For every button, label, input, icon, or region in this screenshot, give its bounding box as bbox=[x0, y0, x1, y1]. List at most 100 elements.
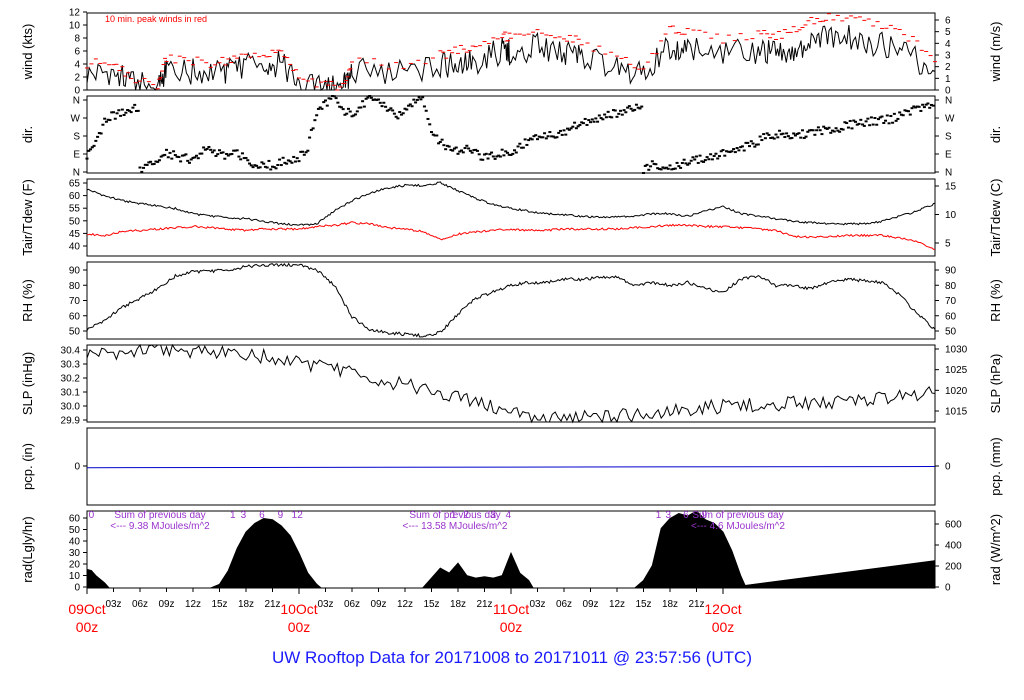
direction-point bbox=[527, 139, 531, 142]
direction-point bbox=[854, 120, 857, 123]
direction-point bbox=[677, 165, 681, 168]
radiation-hour-label: 3 bbox=[665, 510, 671, 521]
direction-point bbox=[99, 132, 103, 135]
direction-point bbox=[472, 149, 476, 152]
direction-point bbox=[122, 114, 126, 117]
direction-point bbox=[112, 111, 115, 114]
direction-point bbox=[762, 133, 766, 136]
wind-annotation: 10 min. peak winds in red bbox=[105, 14, 207, 24]
direction-point bbox=[142, 166, 146, 169]
direction-point bbox=[281, 156, 285, 159]
direction-point bbox=[96, 135, 100, 138]
direction-point bbox=[767, 133, 771, 136]
direction-point bbox=[657, 167, 661, 170]
x-tick-label: 09z bbox=[158, 599, 174, 610]
direction-point bbox=[558, 129, 562, 132]
direction-point bbox=[795, 132, 799, 135]
direction-point bbox=[650, 160, 654, 163]
wind-ylabel-left: wind (kts) bbox=[20, 24, 35, 81]
direction-point bbox=[728, 151, 732, 154]
rh-ytick-left-label: 90 bbox=[69, 266, 81, 277]
x-date-time-label: 00z bbox=[500, 619, 523, 635]
direction-point bbox=[248, 162, 252, 165]
direction-point bbox=[449, 148, 453, 151]
direction-point bbox=[636, 106, 640, 109]
direction-point bbox=[735, 147, 739, 150]
direction-point bbox=[827, 126, 831, 129]
x-tick-label: 03z bbox=[105, 599, 121, 610]
direction-point bbox=[341, 108, 345, 111]
direction-point bbox=[679, 166, 683, 169]
direction-point bbox=[253, 164, 257, 167]
temp-frame bbox=[86, 178, 936, 257]
direction-point bbox=[145, 163, 149, 166]
direction-point bbox=[673, 167, 677, 170]
x-tick-label: 21z bbox=[264, 599, 280, 610]
direction-point bbox=[214, 154, 218, 157]
radiation-hour-label: 3 bbox=[491, 510, 497, 521]
direction-point bbox=[611, 109, 615, 112]
direction-point bbox=[373, 98, 377, 101]
wind-ytick-right-label: 4 bbox=[945, 39, 951, 50]
direction-point bbox=[901, 114, 905, 117]
direction-point bbox=[889, 115, 893, 118]
direction-point bbox=[362, 105, 366, 108]
direction-point bbox=[225, 152, 229, 155]
direction-point bbox=[629, 107, 633, 110]
direction-point bbox=[788, 137, 792, 140]
direction-point bbox=[799, 136, 803, 139]
direction-point bbox=[672, 167, 676, 170]
rad-ytick-right-label: 200 bbox=[945, 562, 962, 573]
direction-point bbox=[850, 127, 854, 130]
direction-point bbox=[117, 109, 121, 112]
direction-point bbox=[520, 146, 524, 149]
direction-point bbox=[666, 167, 670, 170]
rad-ytick-left-label: 20 bbox=[69, 560, 81, 571]
rad-ytick-left-label: 30 bbox=[69, 548, 81, 559]
wind-ytick-left-label: 0 bbox=[74, 86, 80, 97]
rad-ytick-right-label: 600 bbox=[945, 520, 962, 531]
direction-point bbox=[244, 156, 248, 159]
direction-point bbox=[444, 148, 448, 151]
direction-point bbox=[717, 155, 721, 158]
direction-point bbox=[687, 162, 691, 165]
direction-point bbox=[299, 150, 303, 153]
direction-point bbox=[536, 138, 539, 141]
direction-point bbox=[361, 100, 365, 103]
direction-point bbox=[774, 133, 778, 136]
direction-point bbox=[873, 117, 877, 120]
x-tick-label: 12z bbox=[397, 599, 413, 610]
radiation-area bbox=[86, 510, 936, 589]
direction-point bbox=[899, 113, 903, 116]
direction-point bbox=[269, 168, 273, 171]
direction-point bbox=[675, 161, 679, 164]
wind-ytick-left-label: 12 bbox=[69, 8, 81, 19]
direction-point bbox=[537, 135, 541, 138]
direction-point bbox=[640, 105, 644, 108]
rh-ytick-left-label: 50 bbox=[69, 327, 81, 338]
direction-point bbox=[721, 149, 725, 152]
direction-point bbox=[703, 159, 707, 162]
direction-point bbox=[481, 158, 485, 161]
direction-point bbox=[753, 145, 757, 148]
pcp-ylabel-left: pcp. (in) bbox=[20, 443, 35, 490]
direction-point bbox=[573, 121, 577, 124]
slp-ylabel-left: SLP (inHg) bbox=[20, 352, 35, 415]
direction-point bbox=[931, 104, 935, 107]
temp-ytick-right-label: 5 bbox=[945, 239, 951, 250]
pcp-ytick-left-label: 0 bbox=[74, 462, 80, 473]
direction-point bbox=[859, 118, 863, 121]
direction-point bbox=[465, 144, 469, 147]
slp-ytick-left-label: 30.2 bbox=[61, 374, 81, 385]
dir-ytick-right-label: W bbox=[945, 114, 955, 125]
direction-point bbox=[878, 116, 882, 119]
dir-ytick-right-label: E bbox=[945, 150, 952, 161]
direction-point bbox=[101, 123, 105, 126]
direction-point bbox=[585, 123, 589, 126]
direction-point bbox=[502, 154, 506, 157]
dir-ytick-left-label: E bbox=[73, 150, 80, 161]
direction-point bbox=[712, 154, 716, 157]
direction-point bbox=[412, 98, 416, 101]
direction-point bbox=[622, 109, 626, 112]
